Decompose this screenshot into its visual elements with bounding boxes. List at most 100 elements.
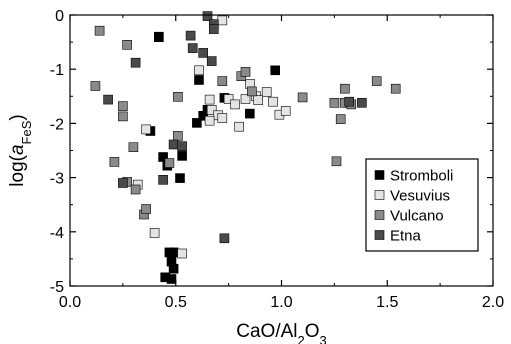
point-vulcano-5 bbox=[122, 39, 132, 50]
point-etna-2 bbox=[185, 30, 196, 41]
point-etna-10 bbox=[130, 57, 141, 68]
point-vulcano-13 bbox=[217, 76, 228, 86]
point-etna-7 bbox=[158, 175, 168, 185]
point-vesuvius-19 bbox=[177, 248, 187, 259]
legend-label-vesuvius: Vesuvius bbox=[390, 188, 450, 205]
point-vesuvius-8 bbox=[234, 121, 244, 132]
point-vulcano-10 bbox=[164, 158, 175, 168]
x-axis-label-sub-2: 3 bbox=[320, 333, 327, 344]
point-stromboli-14 bbox=[166, 274, 177, 284]
legend-box bbox=[365, 158, 479, 252]
point-vulcano-6 bbox=[109, 157, 120, 167]
point-vulcano-3 bbox=[118, 111, 128, 122]
point-stromboli-19 bbox=[154, 31, 164, 42]
point-vulcano-25 bbox=[335, 114, 346, 124]
point-vulcano-0 bbox=[94, 25, 105, 36]
point-vulcano-22 bbox=[371, 76, 382, 86]
point-vesuvius-18 bbox=[149, 228, 160, 238]
series-vulcano bbox=[90, 25, 401, 220]
legend-label-vulcano: Vulcano bbox=[390, 208, 444, 225]
point-vulcano-1 bbox=[90, 81, 101, 91]
point-vesuvius-1 bbox=[194, 65, 204, 76]
x-tick-label: 0.0 bbox=[59, 294, 81, 311]
point-etna-4 bbox=[198, 48, 208, 58]
x-axis-ticks: 0.0 0.5 1.0 1.5 2.0 bbox=[59, 15, 504, 311]
legend-swatch-vulcano bbox=[374, 210, 385, 220]
x-axis-label-part-1: CaO/Al bbox=[236, 321, 297, 342]
point-vulcano-7 bbox=[130, 184, 141, 195]
legend-label-etna: Etna bbox=[390, 228, 422, 245]
y-tick-label: 0 bbox=[55, 8, 64, 25]
y-axis-label-italic: a bbox=[7, 144, 28, 155]
point-stromboli-3 bbox=[245, 108, 255, 119]
legend: Stromboli Vesuvius Vulcano Etna bbox=[365, 158, 479, 252]
data-points bbox=[90, 11, 401, 284]
point-vulcano-23 bbox=[390, 83, 401, 94]
point-vulcano-24 bbox=[331, 156, 342, 167]
x-tick-label: 1.0 bbox=[270, 294, 292, 311]
x-axis-label-part-2: O bbox=[305, 321, 320, 342]
point-etna-0 bbox=[202, 11, 213, 21]
y-tick-label: -5 bbox=[50, 279, 64, 296]
point-stromboli-12 bbox=[168, 247, 179, 258]
y-tick-label: -2 bbox=[50, 116, 64, 133]
y-axis-label-sub: FeS bbox=[19, 120, 34, 144]
point-vulcano-19 bbox=[340, 83, 350, 94]
point-etna-6 bbox=[209, 24, 219, 34]
point-vesuvius-9 bbox=[240, 94, 251, 104]
point-stromboli-16 bbox=[192, 118, 202, 128]
point-etna-8 bbox=[168, 139, 179, 150]
point-vulcano-12 bbox=[173, 92, 183, 102]
point-vulcano-11 bbox=[173, 131, 183, 141]
x-tick-label: 1.5 bbox=[376, 294, 398, 311]
point-vesuvius-5 bbox=[204, 115, 215, 126]
point-vulcano-2 bbox=[118, 101, 128, 111]
point-etna-3 bbox=[187, 43, 198, 53]
point-etna-11 bbox=[219, 233, 230, 244]
point-etna-9 bbox=[118, 178, 128, 188]
point-vulcano-18 bbox=[329, 98, 340, 108]
series-stromboli bbox=[145, 31, 281, 284]
y-axis-ticks: 0 -1 -2 -3 -4 -5 bbox=[50, 8, 493, 296]
point-vesuvius-13 bbox=[268, 96, 278, 107]
point-vulcano-16 bbox=[247, 86, 257, 97]
point-vesuvius-3 bbox=[206, 105, 217, 115]
point-vesuvius-0 bbox=[217, 15, 228, 26]
point-stromboli-18 bbox=[194, 75, 204, 85]
point-vesuvius-20 bbox=[217, 113, 228, 123]
x-axis-label: CaO/Al2O3 bbox=[236, 321, 327, 344]
point-vulcano-17 bbox=[297, 92, 308, 103]
series-etna bbox=[103, 11, 367, 244]
point-vesuvius-12 bbox=[261, 87, 272, 97]
legend-swatch-etna bbox=[374, 230, 385, 240]
point-vesuvius-21 bbox=[253, 95, 263, 105]
point-vesuvius-2 bbox=[204, 94, 215, 105]
point-vulcano-26 bbox=[128, 142, 139, 152]
point-etna-12 bbox=[103, 94, 113, 105]
point-stromboli-2 bbox=[270, 65, 281, 76]
y-tick-label: -3 bbox=[50, 171, 64, 188]
y-tick-label: -1 bbox=[50, 62, 64, 79]
point-etna-13 bbox=[344, 96, 355, 107]
legend-swatch-vesuvius bbox=[374, 190, 385, 200]
y-axis-label-part-1: log( bbox=[7, 154, 28, 186]
point-vesuvius-17 bbox=[141, 124, 151, 135]
y-axis-label: log(aFeS) bbox=[7, 114, 34, 186]
point-vesuvius-6 bbox=[223, 94, 234, 104]
x-tick-label: 2.0 bbox=[482, 294, 504, 311]
point-etna-15 bbox=[177, 141, 187, 151]
point-stromboli-1 bbox=[175, 173, 185, 183]
point-vulcano-9 bbox=[141, 204, 151, 214]
point-etna-14 bbox=[357, 98, 367, 108]
point-vulcano-15 bbox=[240, 67, 251, 77]
legend-label-stromboli: Stromboli bbox=[390, 168, 453, 185]
point-stromboli-15 bbox=[168, 263, 179, 274]
y-tick-label: -4 bbox=[50, 225, 64, 242]
legend-swatch-stromboli bbox=[374, 170, 385, 180]
x-axis-label-sub-1: 2 bbox=[298, 333, 305, 344]
x-tick-label: 0.5 bbox=[165, 294, 187, 311]
point-vesuvius-15 bbox=[280, 106, 291, 116]
point-etna-5 bbox=[206, 56, 217, 66]
series-vesuvius bbox=[132, 15, 291, 259]
